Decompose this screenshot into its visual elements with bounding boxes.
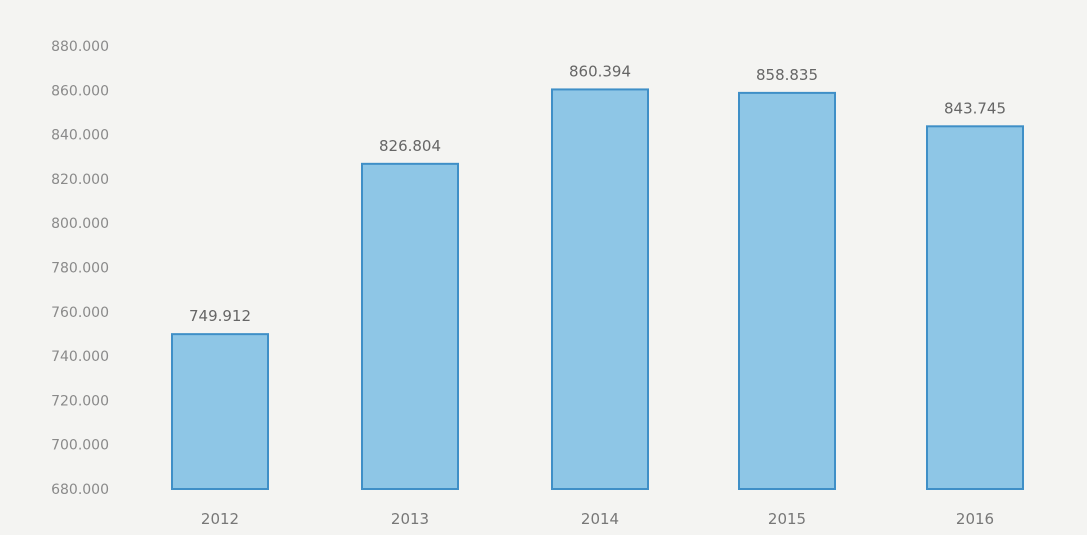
bar — [738, 91, 836, 491]
x-tick-label: 2012 — [201, 510, 239, 528]
bar — [551, 88, 649, 491]
y-tick-label: 780.000 — [51, 261, 109, 277]
bar-value-label: 749.912 — [189, 307, 251, 325]
x-tick-label: 2013 — [391, 510, 429, 528]
x-tick-label: 2016 — [956, 510, 994, 528]
bar-value-label: 860.394 — [569, 62, 631, 80]
bar-value-label: 858.835 — [756, 66, 818, 84]
y-tick-label: 740.000 — [51, 349, 109, 365]
y-tick-label: 880.000 — [51, 39, 109, 55]
y-tick-label: 820.000 — [51, 172, 109, 188]
x-tick-label: 2014 — [581, 510, 619, 528]
bar-value-label: 843.745 — [944, 99, 1006, 117]
bar — [361, 162, 459, 491]
y-tick-label: 800.000 — [51, 216, 109, 232]
y-tick-label: 720.000 — [51, 393, 109, 409]
bar-value-label: 826.804 — [379, 137, 441, 155]
y-tick-label: 860.000 — [51, 83, 109, 99]
y-tick-label: 840.000 — [51, 128, 109, 144]
y-tick-label: 700.000 — [51, 438, 109, 454]
bar — [926, 125, 1024, 490]
x-tick-label: 2015 — [768, 510, 806, 528]
bar — [171, 333, 269, 491]
y-tick-label: 760.000 — [51, 305, 109, 321]
y-tick-label: 680.000 — [51, 482, 109, 498]
